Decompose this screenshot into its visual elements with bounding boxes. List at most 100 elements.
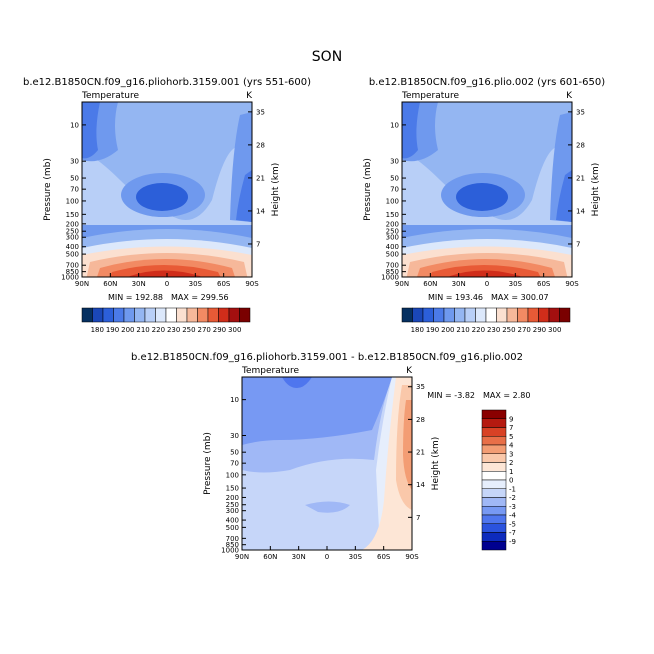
- colorbar-swatch: [481, 541, 507, 551]
- y-right-tick-label: 35: [256, 108, 265, 116]
- colorbar-swatch: [481, 532, 507, 542]
- y-right-tick-label: 7: [576, 240, 580, 248]
- y-right-axis-label: Height (km): [431, 437, 441, 491]
- contour-level: [403, 400, 412, 490]
- y-tick-label: 100: [66, 197, 79, 205]
- panel-left-field: [82, 102, 252, 277]
- y-tick-label: 70: [390, 186, 399, 194]
- colorbar-swatch: [481, 436, 507, 446]
- y-tick-label: 200: [386, 220, 399, 228]
- contour-level: [82, 102, 252, 220]
- x-tick-label: 0: [165, 280, 169, 288]
- y-right-tick-label: 28: [576, 141, 585, 149]
- x-tick-label: 90S: [565, 280, 579, 288]
- y-tick-label: 70: [230, 460, 239, 468]
- colorbar-swatch: [481, 506, 507, 516]
- panel-diff-units-label: K: [406, 366, 413, 376]
- y-right-tick-label: 35: [576, 108, 585, 116]
- contour-level: [449, 270, 521, 277]
- colorbar-swatch: [481, 409, 507, 419]
- y-tick-label: 700: [66, 262, 79, 270]
- y-tick-label: 50: [390, 175, 399, 183]
- colorbar-swatch: [481, 427, 507, 437]
- panel-diff-field: [242, 377, 412, 550]
- colorbar-label: 290: [213, 326, 226, 334]
- y-tick-label: 70: [70, 186, 79, 194]
- x-tick-label: 0: [485, 280, 489, 288]
- x-tick-label: 60N: [263, 553, 277, 561]
- x-tick-label: 60S: [217, 280, 231, 288]
- colorbar-label: 220: [152, 326, 165, 334]
- y-tick-label: 50: [230, 449, 239, 457]
- colorbar-swatch: [454, 307, 466, 323]
- colorbar-label: 9: [509, 415, 513, 423]
- y-right-tick-label: 14: [576, 207, 585, 215]
- colorbar-swatch: [481, 444, 507, 454]
- x-tick-label: 0: [325, 553, 329, 561]
- panel-right-axes: 90N 60N 30N 0 30S 60S 90S103050701001502002503…: [363, 108, 601, 288]
- y-tick-label: 850: [66, 268, 79, 276]
- colorbar-label: -1: [509, 485, 516, 493]
- y-right-tick-label: 21: [576, 174, 585, 182]
- contour-level: [305, 501, 350, 513]
- contour-level: [402, 102, 572, 222]
- panel-right-field: [402, 102, 572, 277]
- contour-level: [129, 270, 201, 277]
- colorbar-label: 220: [472, 326, 485, 334]
- colorbar-swatch: [155, 307, 167, 323]
- panel-left-axes: 90N 60N 30N 0 30S 60S 90S103050701001502002503…: [43, 108, 281, 288]
- x-tick-label: 90N: [75, 280, 89, 288]
- colorbar-swatch: [496, 307, 508, 323]
- panel-right: b.e12.B1850CN.f09_g16.plio.002 (yrs 601-…: [363, 77, 605, 334]
- x-tick-label: 60S: [537, 280, 551, 288]
- colorbar-label: 210: [136, 326, 149, 334]
- y-tick-label: 1000: [221, 547, 239, 555]
- y-tick-label: 200: [66, 220, 79, 228]
- y-right-tick-label: 21: [256, 174, 265, 182]
- y-axis-label: Pressure (mb): [363, 158, 373, 221]
- y-tick-label: 100: [226, 471, 239, 479]
- colorbar-swatch: [197, 307, 209, 323]
- y-tick-label: 300: [386, 234, 399, 242]
- y-tick-label: 400: [386, 243, 399, 251]
- y-tick-label: 200: [226, 494, 239, 502]
- colorbar-label: 7: [509, 424, 513, 432]
- colorbar-label: -7: [509, 529, 516, 537]
- y-right-tick-label: 7: [416, 514, 420, 522]
- y-tick-label: 10: [70, 121, 79, 129]
- colorbar-label: -3: [509, 503, 516, 511]
- colorbar-label: 300: [228, 326, 241, 334]
- y-tick-label: 150: [66, 211, 79, 219]
- colorbar-swatch: [207, 307, 219, 323]
- colorbar-swatch: [218, 307, 230, 323]
- y-right-axis-label: Height (km): [271, 163, 281, 217]
- y-tick-label: 500: [386, 251, 399, 259]
- colorbar-label: 290: [533, 326, 546, 334]
- y-tick-label: 700: [386, 262, 399, 270]
- colorbar-swatch: [165, 307, 177, 323]
- colorbar-swatch: [186, 307, 198, 323]
- colorbar-label: 180: [411, 326, 424, 334]
- colorbar-swatch: [481, 471, 507, 481]
- contour-level: [136, 183, 188, 211]
- colorbar-swatch: [464, 307, 476, 323]
- colorbar-swatch: [548, 307, 560, 323]
- y-tick-label: 10: [390, 121, 399, 129]
- y-tick-label: 250: [386, 228, 399, 236]
- colorbar-swatch: [481, 514, 507, 524]
- y-tick-label: 850: [386, 268, 399, 276]
- colorbar-label: 1: [509, 468, 513, 476]
- y-right-tick-label: 28: [256, 141, 265, 149]
- colorbar-label: 270: [517, 326, 530, 334]
- x-tick-label: 30N: [452, 280, 466, 288]
- colorbar-label: 200: [121, 326, 134, 334]
- colorbar-swatch: [481, 523, 507, 533]
- panel-diff-variable-label: Temperature: [241, 366, 299, 376]
- colorbar-label: 230: [167, 326, 180, 334]
- y-right-tick-label: 28: [416, 416, 425, 424]
- y-tick-label: 30: [390, 158, 399, 166]
- x-tick-label: 90S: [405, 553, 419, 561]
- colorbar-swatch: [144, 307, 156, 323]
- colorbar-swatch: [517, 307, 529, 323]
